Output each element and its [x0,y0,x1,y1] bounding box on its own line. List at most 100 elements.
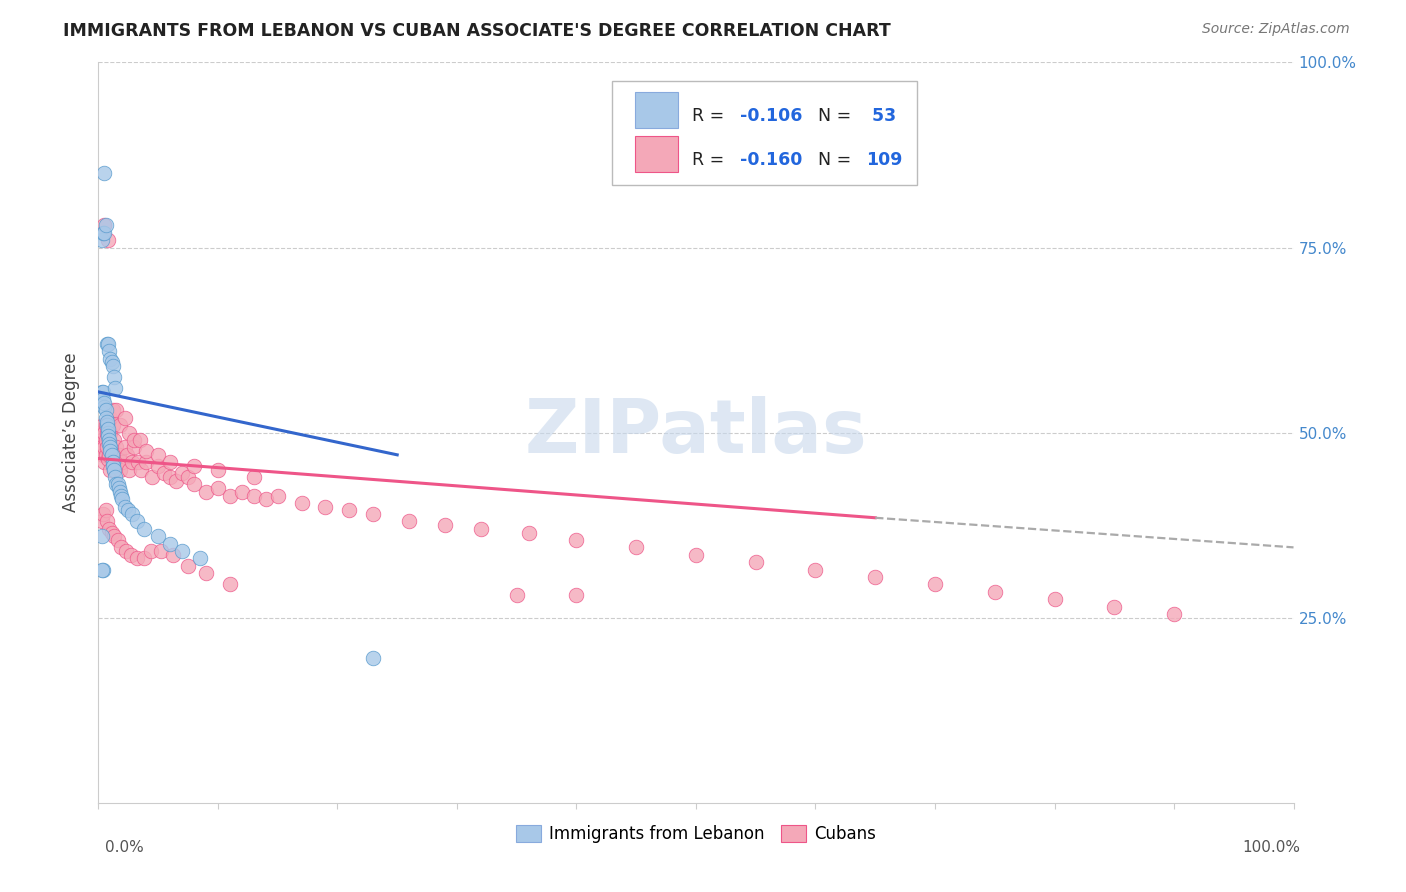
Point [363,651,385,665]
Point [97,418,120,433]
Point [506,589,529,603]
Point [118,462,141,476]
Point [114,410,136,425]
Text: -0.160: -0.160 [740,151,803,169]
Point [165,474,187,488]
Text: 53: 53 [866,107,896,125]
Point [91,384,114,399]
Point [98,448,121,462]
Point [1163,607,1185,621]
Point [804,563,827,577]
Point [135,444,157,458]
Point [104,381,127,395]
Point [98,433,121,447]
Point [243,489,266,503]
Point [91,441,114,455]
Text: N =: N = [818,151,856,169]
Point [148,458,170,473]
Text: 109: 109 [866,151,903,169]
Point [94,219,117,233]
Point [96,441,118,455]
Point [98,444,122,458]
Legend: Immigrants from Lebanon, Cubans: Immigrants from Lebanon, Cubans [509,819,883,850]
Point [114,500,136,514]
Point [101,359,124,373]
Point [118,425,141,440]
Text: N =: N = [818,107,856,125]
Point [188,551,211,566]
Point [94,410,117,425]
Point [96,425,118,440]
Point [96,336,118,351]
Point [96,415,118,429]
Text: R =: R = [692,107,730,125]
Point [103,462,125,476]
Point [100,525,122,540]
Point [120,548,142,562]
Point [104,448,127,462]
Point [107,533,129,547]
Point [98,425,122,440]
Point [107,481,129,495]
Point [243,470,266,484]
Point [94,433,117,447]
Point [132,551,155,566]
Point [93,166,115,180]
Point [98,462,122,476]
Point [91,226,114,240]
Point [96,515,118,529]
Point [98,436,121,450]
Point [107,455,129,469]
Point [254,492,277,507]
Point [104,470,127,484]
Point [98,433,121,447]
Point [91,433,114,447]
Point [103,462,125,476]
Point [131,462,153,476]
Text: IMMIGRANTS FROM LEBANON VS CUBAN ASSOCIATE'S DEGREE CORRELATION CHART: IMMIGRANTS FROM LEBANON VS CUBAN ASSOCIA… [63,22,891,40]
Point [97,336,120,351]
Point [91,529,114,543]
FancyBboxPatch shape [613,81,917,185]
Point [626,541,648,555]
Point [91,418,114,433]
Point [101,403,124,417]
Point [135,455,157,469]
Point [124,441,146,455]
Point [121,455,143,469]
Point [565,589,588,603]
Point [117,503,139,517]
Text: 100.0%: 100.0% [1243,840,1301,855]
Point [94,418,117,433]
Point [159,470,181,484]
Point [195,566,218,581]
Point [139,544,162,558]
Point [121,507,143,521]
Point [100,448,122,462]
Point [107,477,129,491]
Point [93,396,115,410]
Point [93,455,115,469]
Point [97,422,120,436]
Point [219,489,242,503]
Point [93,400,115,414]
Point [90,425,112,440]
Point [110,489,132,503]
Point [115,448,138,462]
Point [924,577,946,591]
Point [339,503,361,517]
Point [984,584,1007,599]
Point [177,470,200,484]
Point [91,392,114,407]
Text: ZIPatlas: ZIPatlas [524,396,868,469]
Point [1104,599,1126,614]
Point [1043,592,1066,607]
Point [111,455,134,469]
Point [94,448,117,462]
Point [219,577,242,591]
Point [93,219,115,233]
Point [291,496,314,510]
Point [97,429,120,443]
Point [108,418,131,433]
Point [103,529,125,543]
